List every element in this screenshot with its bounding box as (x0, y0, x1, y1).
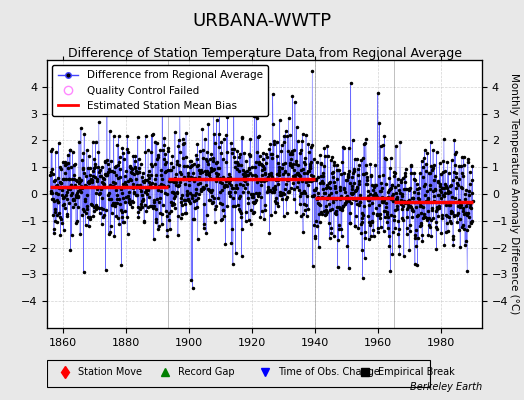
Bar (47, 360, 430, 386)
Text: Time of Obs. Change: Time of Obs. Change (278, 367, 379, 377)
Text: Berkeley Earth: Berkeley Earth (410, 382, 482, 392)
Title: Difference of Station Temperature Data from Regional Average: Difference of Station Temperature Data f… (68, 47, 462, 60)
Y-axis label: Monthly Temperature Anomaly Difference (°C): Monthly Temperature Anomaly Difference (… (509, 73, 519, 315)
Legend: Difference from Regional Average, Quality Control Failed, Estimated Station Mean: Difference from Regional Average, Qualit… (52, 65, 268, 116)
Text: URBANA-WWTP: URBANA-WWTP (192, 12, 332, 30)
Text: Station Move: Station Move (78, 367, 141, 377)
Text: Empirical Break: Empirical Break (378, 367, 454, 377)
Text: Record Gap: Record Gap (178, 367, 234, 377)
